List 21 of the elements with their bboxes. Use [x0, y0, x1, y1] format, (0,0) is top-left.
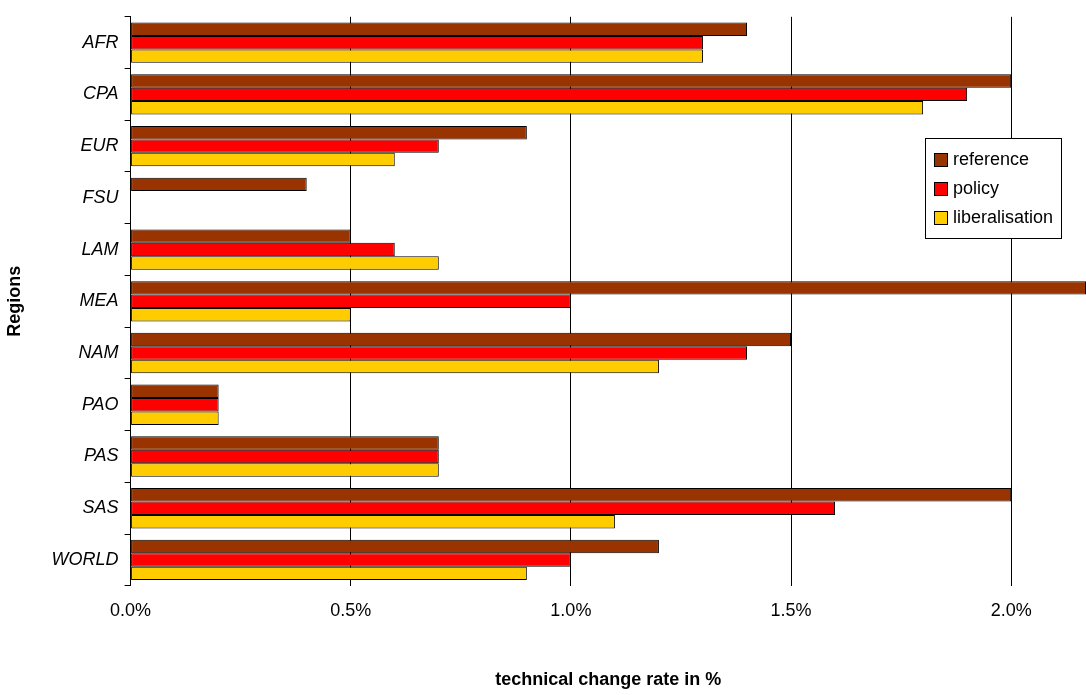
y-tick-label: PAO	[81, 393, 119, 414]
y-tick-label: MEA	[79, 290, 119, 311]
x-tick-label: 0.5%	[330, 599, 372, 620]
y-tick-label: AFR	[81, 31, 119, 52]
y-tick-label: NAM	[78, 342, 119, 363]
legend-label: reference	[952, 149, 1029, 170]
y-tick-label: FSU	[82, 186, 120, 207]
y-tick-label: EUR	[80, 135, 119, 156]
y-axis-title: Regions	[3, 265, 24, 337]
x-tick-label: 2.0%	[990, 599, 1032, 620]
legend-label: policy	[952, 178, 999, 199]
y-tick-label: CPA	[82, 83, 119, 104]
x-tick-label: 1.5%	[770, 599, 812, 620]
y-tick-label: SAS	[82, 497, 119, 518]
legend-label: liberalisation	[952, 207, 1053, 228]
x-axis-title: technical change rate in %	[495, 669, 722, 690]
y-tick-label: PAS	[83, 445, 119, 466]
y-tick-label: WORLD	[51, 548, 119, 569]
x-tick-label: 1.0%	[550, 599, 592, 620]
y-tick-label: LAM	[81, 238, 119, 259]
x-tick-label: 0.0%	[110, 599, 152, 620]
